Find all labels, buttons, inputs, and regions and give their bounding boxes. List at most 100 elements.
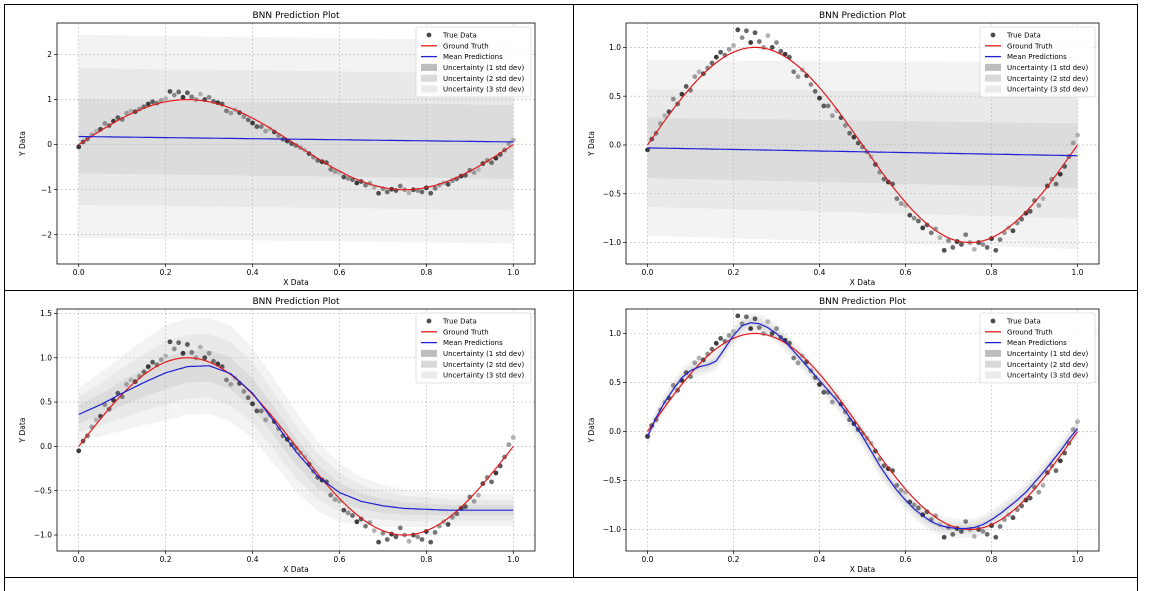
- true-data-point: [189, 94, 195, 100]
- y-axis-label: Y Data: [587, 131, 596, 157]
- legend-label: Uncertainty (2 std dev): [1007, 75, 1088, 83]
- true-data-point: [1070, 427, 1076, 432]
- true-data-point: [102, 121, 108, 126]
- true-data-point: [180, 350, 186, 356]
- true-data-point: [428, 190, 434, 196]
- true-data-point: [924, 222, 930, 228]
- true-data-point: [812, 88, 818, 94]
- true-data-point: [171, 92, 177, 98]
- legend-label: Uncertainty (3 std dev): [443, 86, 524, 94]
- true-data-point: [206, 94, 212, 100]
- legend-label: Uncertainty (1 std dev): [1007, 350, 1088, 358]
- y-tick-label: −0.5: [603, 189, 621, 198]
- true-data-point: [328, 167, 334, 172]
- chart-title: BNN Prediction Plot: [252, 297, 340, 307]
- true-data-point: [765, 319, 771, 325]
- true-data-point: [145, 101, 151, 107]
- true-data-point: [328, 492, 334, 498]
- true-data-point: [748, 40, 754, 45]
- legend: True Data Ground Truth Mean Predictions Unc…: [979, 26, 1096, 98]
- true-data-point: [489, 479, 494, 485]
- true-data-point: [345, 510, 351, 516]
- true-data-point: [795, 360, 801, 366]
- legend-label: Uncertainty (1 std dev): [443, 350, 524, 358]
- legend-marker-patch: [421, 349, 437, 357]
- chart-title: BNN Prediction Plot: [819, 297, 907, 307]
- true-data-point: [709, 60, 715, 66]
- axes-frame: [56, 308, 536, 552]
- legend-marker-patch: [421, 63, 437, 71]
- bnn-chart-2: BNN Prediction Plot 0.0 0.2 0.4 0.6 0.8 1.0 −1.…: [587, 11, 1100, 287]
- true-data-point: [842, 123, 848, 128]
- x-axis-label: X Data: [283, 565, 308, 574]
- true-data-point: [984, 531, 990, 537]
- true-data-point: [1010, 228, 1016, 234]
- true-data-point: [928, 230, 934, 236]
- y-tick-label: −2: [41, 230, 52, 239]
- true-data-point: [1053, 181, 1059, 187]
- true-data-point: [206, 350, 212, 356]
- true-data-point: [808, 82, 814, 87]
- legend-label: Ground Truth: [443, 42, 489, 50]
- true-data-point: [718, 49, 723, 55]
- x-tick-label: 0.0: [73, 555, 85, 564]
- true-data-point: [263, 417, 268, 423]
- true-data-point: [363, 182, 368, 188]
- x-axis-label: X Data: [850, 278, 875, 287]
- true-data-point: [959, 242, 964, 247]
- true-data-point: [898, 201, 904, 206]
- legend-label: Uncertainty (1 std dev): [443, 64, 524, 72]
- true-data-point: [946, 238, 951, 243]
- x-tick-label: 0.8: [420, 268, 432, 277]
- true-data-point: [739, 35, 745, 41]
- true-data-point: [384, 537, 390, 542]
- x-tick-label: 0.0: [73, 268, 85, 277]
- mean-predictions-line: [646, 322, 1078, 530]
- x-tick-label: 0.2: [160, 268, 172, 277]
- x-tick-label: 0.8: [420, 555, 432, 564]
- true-data-point: [993, 247, 999, 253]
- true-data-point: [124, 110, 129, 116]
- legend-marker-true-data: [426, 318, 432, 324]
- true-data-point: [825, 103, 831, 109]
- true-data-point: [158, 98, 164, 103]
- true-data-point: [821, 103, 827, 109]
- legend-label: True Data: [442, 32, 477, 40]
- true-data-point: [1023, 210, 1029, 216]
- true-data-point: [769, 44, 775, 50]
- true-data-point: [432, 529, 438, 535]
- true-data-point: [778, 48, 784, 54]
- x-tick-label: 0.6: [900, 555, 912, 564]
- true-data-point: [371, 528, 377, 534]
- true-data-point: [211, 358, 216, 364]
- true-data-point: [726, 46, 732, 52]
- y-tick-label: 0: [47, 140, 52, 149]
- true-data-point: [184, 342, 190, 347]
- y-tick-label: 1.0: [609, 329, 621, 338]
- y-tick-label: −1.0: [603, 238, 621, 247]
- true-data-point: [984, 245, 990, 250]
- true-data-point: [376, 539, 381, 545]
- true-data-point: [510, 435, 516, 440]
- true-data-point: [993, 534, 999, 540]
- true-data-point: [709, 346, 715, 352]
- true-data-point: [1053, 468, 1059, 474]
- true-data-point: [202, 355, 208, 361]
- ground-truth-line: [647, 46, 1078, 244]
- y-tick-label: 0.5: [609, 378, 621, 387]
- true-data-point: [406, 538, 412, 544]
- true-data-point: [683, 84, 689, 89]
- y-tick-label: 0.5: [40, 398, 52, 407]
- true-data-point: [881, 176, 887, 182]
- bnn-chart-3: BNN Prediction Plot 0.0 0.2 0.4 0.6 0.8 1.0 −1.…: [18, 297, 536, 574]
- legend-label: Uncertainty (2 std dev): [443, 361, 524, 369]
- true-data-point: [76, 144, 82, 150]
- true-data-point: [756, 39, 762, 44]
- true-data-point: [376, 190, 381, 196]
- true-data-point: [198, 91, 203, 97]
- legend-box: [979, 26, 1096, 98]
- true-data-point: [189, 350, 195, 355]
- true-data-point: [150, 359, 156, 365]
- legend-label: Mean Predictions: [1007, 53, 1067, 61]
- x-tick-label: 0.6: [333, 555, 345, 564]
